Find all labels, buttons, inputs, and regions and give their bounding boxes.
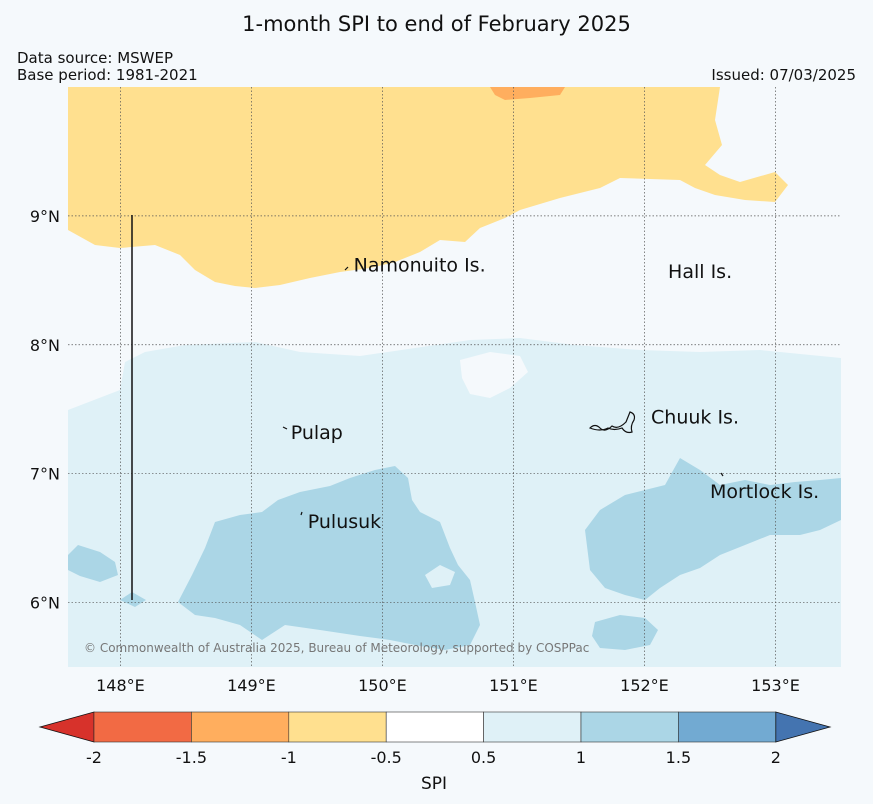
longitude-ticks: 148°E 149°E 150°E 151°E 152°E 153°E [96,676,800,695]
wet-moderate-region-west [178,466,480,650]
colorbar-bin [580,711,679,743]
colorbar-tick-label: -0.5 [371,748,402,767]
lat-tick-label: 7°N [30,465,60,484]
pulusuk-outline [300,511,303,516]
latitude-ticks: 9°N 8°N 7°N 6°N [30,207,60,613]
colorbar-tick-label: -1 [281,748,297,767]
place-label: Chuuk Is. [651,406,739,428]
lon-tick-label: 153°E [751,676,800,695]
pulap-outline [282,426,288,430]
copyright-notice: © Commonwealth of Australia 2025, Bureau… [84,641,589,655]
colorbar-tick-label: 0.5 [471,748,496,767]
lat-tick-label: 6°N [30,594,60,613]
issued-date: Issued: 07/03/2025 [711,66,856,84]
mortlock-outline [720,472,724,477]
place-label: Namonuito Is. [354,254,486,276]
island-outlines [282,266,724,516]
base-period: Base period: 1981-2021 [17,66,198,84]
colorbar-bin [93,711,192,743]
lon-tick-label: 151°E [489,676,538,695]
place-label: Hall Is. [668,261,732,283]
lon-tick-label: 152°E [620,676,669,695]
wet-moderate-region-east [585,458,841,600]
dry-moderate-region [68,87,788,288]
colorbar-tick-label: 2 [771,748,781,767]
wet-moderate-patch-sw [68,545,118,582]
colorbar: -2 -1.5 -1 -0.5 0.5 1 1.5 2 [38,711,832,767]
chuuk-outline [588,411,636,434]
place-label: Pulap [291,422,343,444]
colorbar-tick-label: -1.5 [176,748,207,767]
colorbar-under-arrow [38,711,95,743]
colorbar-tick-label: 1 [576,748,586,767]
colorbar-bin [483,711,582,743]
wet-moderate-patch-south [592,615,658,650]
place-label: Pulusuk [308,511,381,533]
colorbar-bin [191,711,290,743]
map-title: 1-month SPI to end of February 2025 [242,12,631,36]
colorbar-tick-label: -2 [86,748,102,767]
wet-moderate-patch-small [120,592,146,607]
colorbar-over-arrow [775,711,832,743]
normal-patch [460,352,528,398]
lon-tick-label: 148°E [96,676,145,695]
metadata-left: Data source: MSWEP Base period: 1981-202… [17,50,198,84]
colorbar-bin [288,711,387,743]
place-label: Mortlock Is. [710,481,819,503]
colorbar-bin [678,711,777,743]
map-panel[interactable]: Namonuito Is. Hall Is. Pulap Chuuk Is. Pulus… [68,87,841,667]
normal-hole-1 [425,565,455,588]
place-labels: Namonuito Is. Hall Is. Pulap Chuuk Is. Pulus… [291,254,819,532]
data-source: Data source: MSWEP [17,49,174,67]
spi-contours [68,87,841,667]
lat-tick-label: 8°N [30,336,60,355]
lon-tick-label: 150°E [358,676,407,695]
colorbar-tick-label: 1.5 [666,748,691,767]
colorbar-label: SPI [421,774,447,794]
graticule [68,87,841,667]
colorbar-bin [385,711,484,743]
lon-tick-label: 149°E [227,676,276,695]
lat-tick-label: 9°N [30,207,60,226]
dry-strong-region [490,87,565,100]
namonuito-outline [344,266,349,271]
